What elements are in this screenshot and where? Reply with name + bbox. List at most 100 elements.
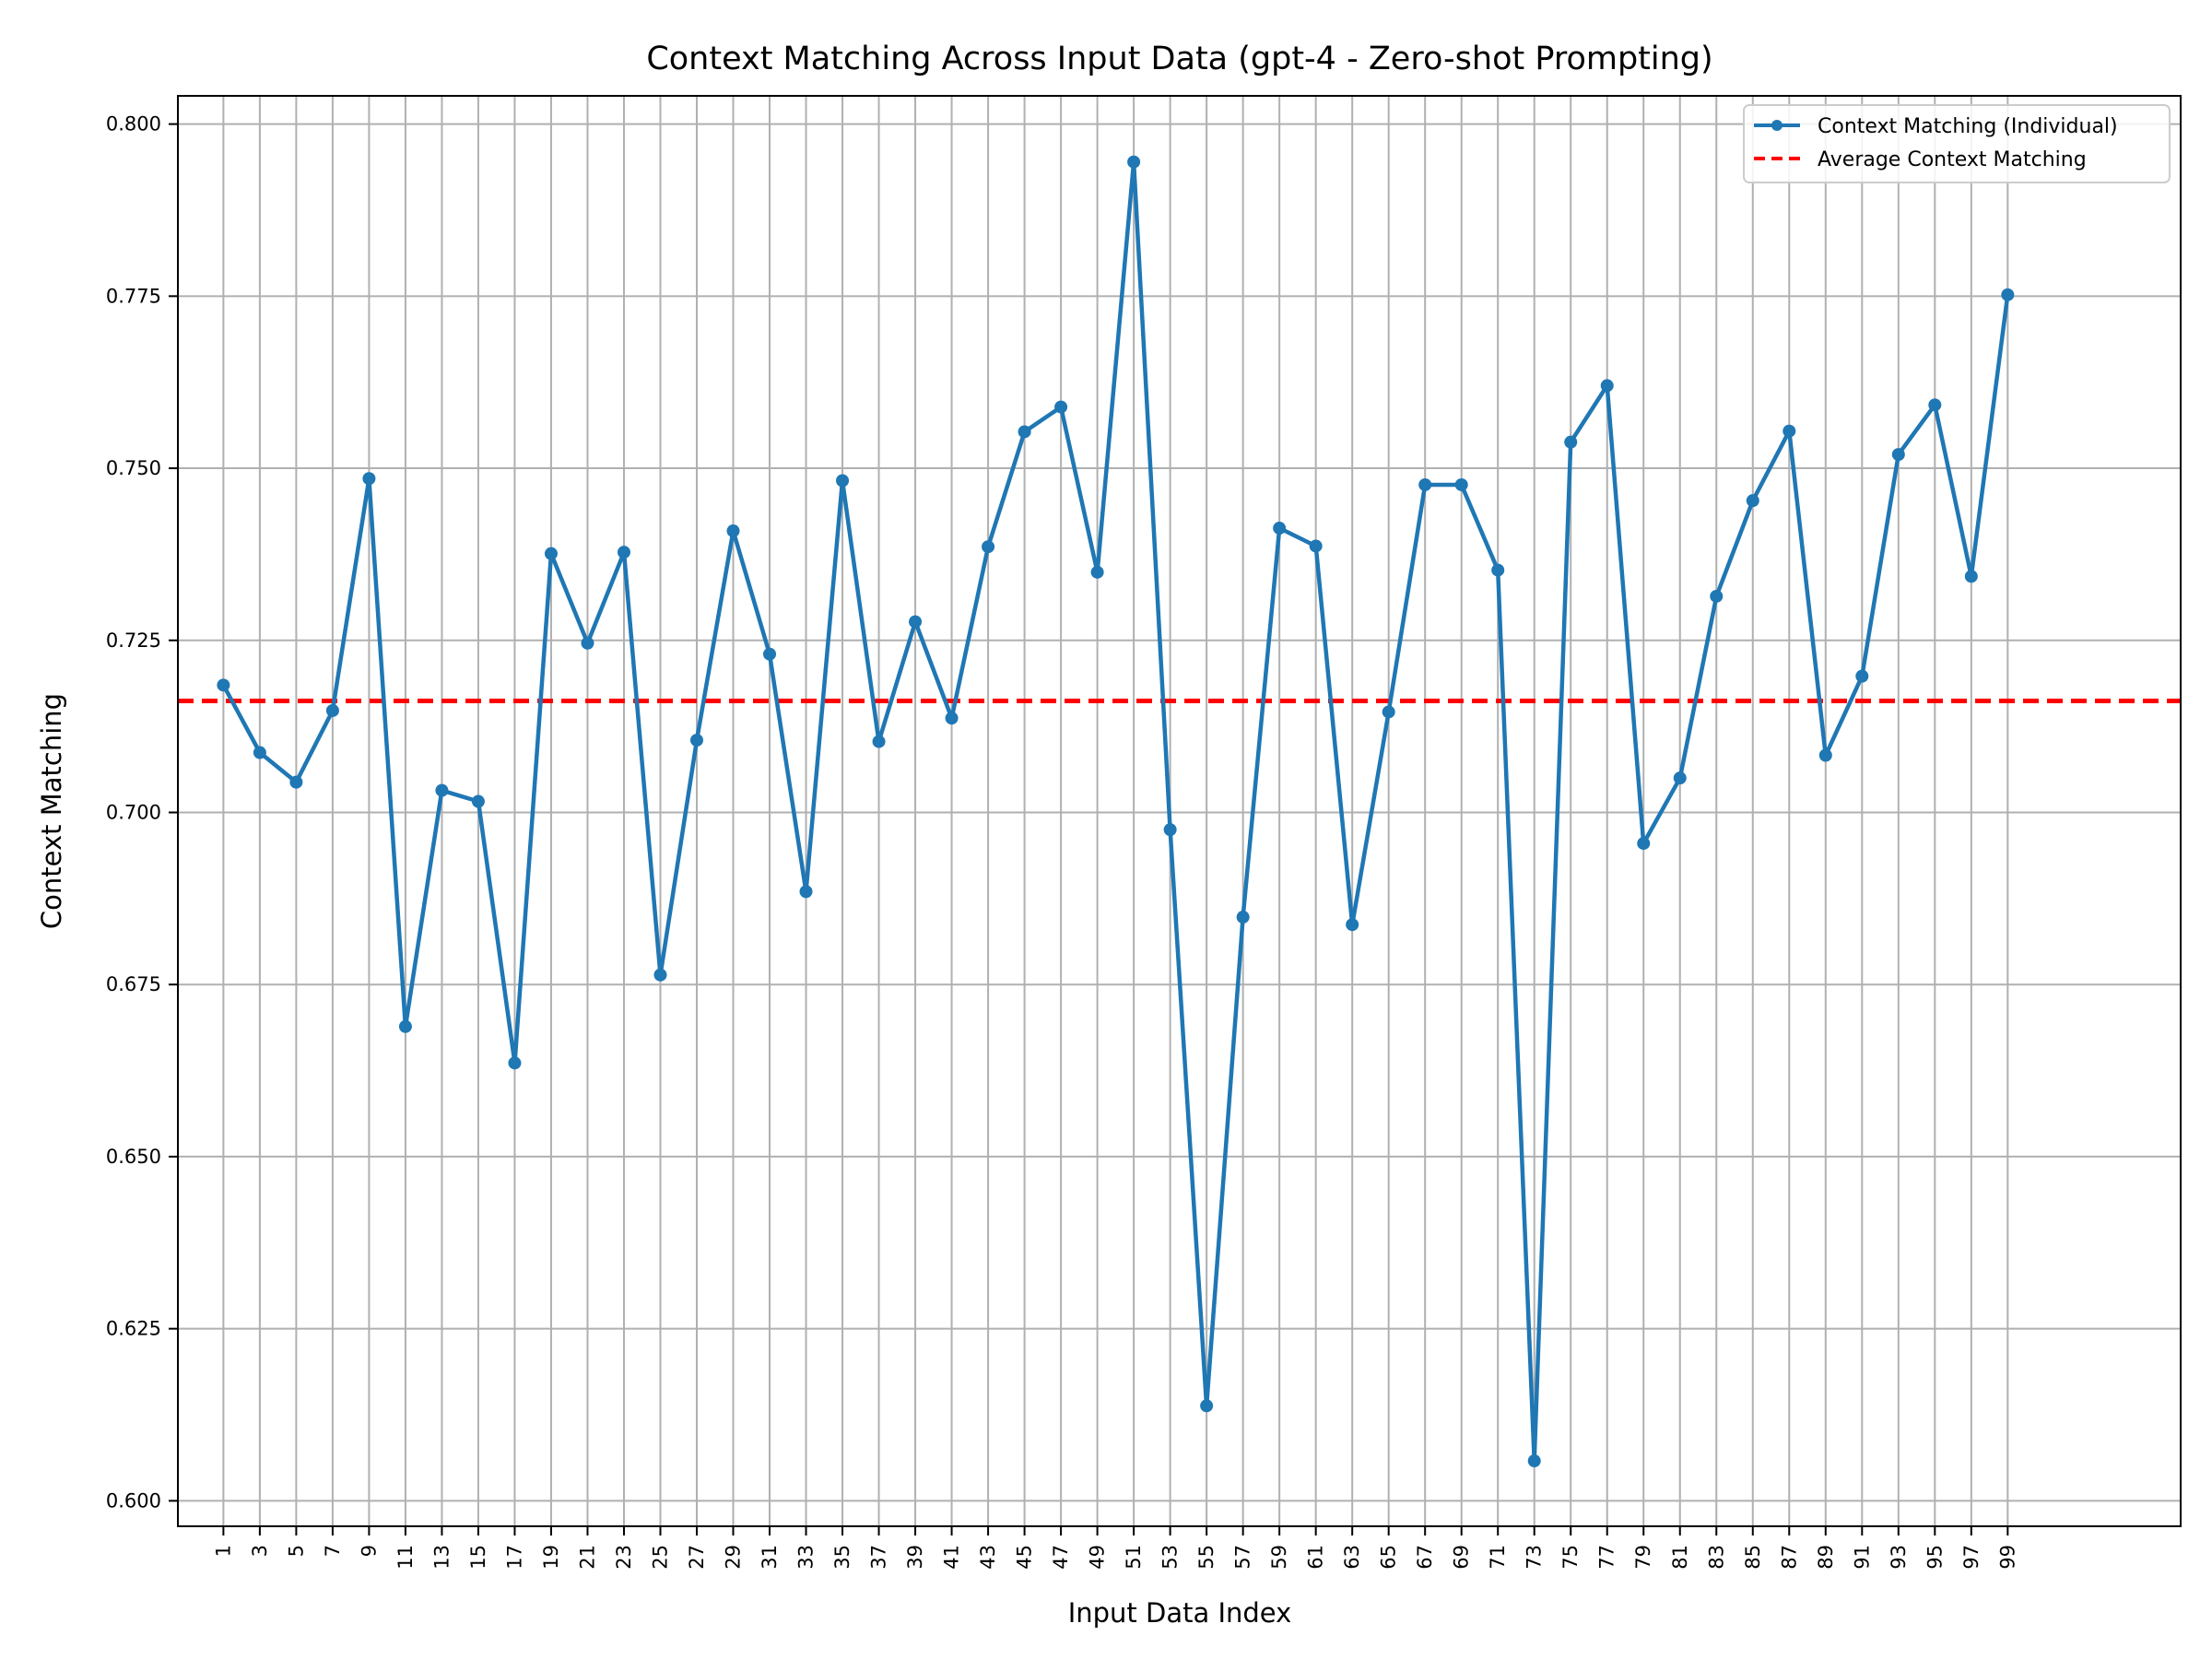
x-tick-label: 21 — [576, 1545, 598, 1570]
data-point — [1200, 1399, 1214, 1413]
data-point — [471, 794, 485, 808]
data-point — [653, 968, 667, 982]
data-point — [1527, 1454, 1541, 1468]
data-point — [217, 678, 230, 692]
data-point — [872, 735, 886, 748]
data-point — [581, 636, 594, 650]
x-tick-label: 55 — [1195, 1545, 1218, 1570]
data-point — [362, 472, 376, 486]
x-tick-label: 37 — [868, 1545, 890, 1570]
data-point — [508, 1056, 522, 1070]
x-tick-label: 75 — [1559, 1545, 1582, 1570]
x-tick-label: 1 — [212, 1545, 234, 1557]
x-tick-label: 73 — [1524, 1545, 1546, 1570]
x-tick-label: 85 — [1742, 1545, 1764, 1570]
grid — [178, 96, 2181, 1526]
x-tick-label: 81 — [1669, 1545, 1691, 1570]
series-layer — [217, 155, 2015, 1468]
x-tick-label: 15 — [467, 1545, 489, 1570]
y-axis-ticks: 0.600 0.625 0.650 0.675 0.700 0.725 0.750 0.775… — [106, 113, 178, 1512]
y-tick-label: 0.775 — [106, 285, 161, 307]
x-tick-label: 65 — [1378, 1545, 1400, 1570]
plot-frame — [177, 95, 2182, 1527]
x-tick-label: 97 — [1960, 1545, 1983, 1570]
x-tick-label: 93 — [1888, 1545, 1910, 1570]
data-point — [1454, 477, 1468, 491]
data-point — [799, 885, 813, 899]
data-point — [2001, 288, 2015, 301]
data-point — [1127, 155, 1141, 169]
x-tick-label: 67 — [1414, 1545, 1436, 1570]
chart-title: Context Matching Across Input Data (gpt-… — [646, 41, 1712, 77]
data-point — [1600, 379, 1614, 393]
y-tick-label: 0.600 — [106, 1489, 161, 1512]
legend-label-average: Average Context Matching — [1818, 148, 2087, 171]
x-tick-label: 41 — [941, 1545, 963, 1570]
data-point — [435, 783, 449, 797]
x-tick-label: 33 — [795, 1545, 818, 1570]
x-tick-label: 23 — [613, 1545, 635, 1570]
y-axis-label: Context Matching — [36, 693, 67, 929]
data-point — [1928, 398, 1942, 412]
x-tick-label: 3 — [249, 1545, 271, 1557]
data-point — [1309, 539, 1323, 553]
y-tick-label: 0.750 — [106, 457, 161, 479]
data-point — [1783, 424, 1796, 438]
data-point — [763, 647, 777, 661]
x-tick-label: 91 — [1851, 1545, 1873, 1570]
data-point — [544, 547, 558, 560]
y-tick-label: 0.650 — [106, 1146, 161, 1168]
x-tick-label: 87 — [1778, 1545, 1800, 1570]
data-point — [1891, 448, 1905, 462]
x-tick-label: 63 — [1341, 1545, 1363, 1570]
x-axis-ticks: 1 3 5 7 9 11 13 15 17 19 21 23 25 27 29 31 33 35 37 39 41 43 4… — [212, 1526, 2018, 1570]
data-point — [1236, 911, 1250, 924]
data-point — [1418, 477, 1432, 491]
x-tick-label: 11 — [394, 1545, 417, 1570]
data-point — [325, 703, 339, 717]
data-point — [836, 474, 850, 488]
data-point — [1746, 494, 1759, 508]
x-tick-label: 83 — [1705, 1545, 1727, 1570]
x-tick-label: 43 — [977, 1545, 999, 1570]
y-tick-label: 0.700 — [106, 801, 161, 823]
data-point — [1673, 771, 1687, 785]
data-point — [1054, 400, 1068, 414]
legend-box — [1743, 104, 2171, 183]
x-tick-label: 95 — [1924, 1545, 1946, 1570]
x-tick-label: 7 — [322, 1545, 344, 1557]
series-line — [221, 159, 2010, 1464]
x-tick-label: 71 — [1487, 1545, 1509, 1570]
data-point — [1090, 565, 1104, 579]
data-point — [398, 1019, 412, 1033]
y-tick-label: 0.625 — [106, 1318, 161, 1340]
x-tick-label: 19 — [540, 1545, 562, 1570]
data-point — [1163, 823, 1177, 837]
x-tick-label: 29 — [723, 1545, 745, 1570]
x-tick-label: 5 — [285, 1545, 307, 1557]
x-tick-label: 47 — [1050, 1545, 1072, 1570]
data-point — [1346, 918, 1359, 932]
legend-series-marker — [1771, 120, 1783, 131]
x-tick-label: 61 — [1305, 1545, 1327, 1570]
data-point — [945, 712, 959, 725]
data-point — [726, 524, 740, 538]
data-point — [982, 540, 995, 554]
data-point — [1855, 669, 1869, 683]
x-tick-label: 51 — [1123, 1545, 1145, 1570]
x-tick-label: 77 — [1596, 1545, 1618, 1570]
data-point — [1382, 705, 1395, 719]
x-tick-label: 79 — [1632, 1545, 1654, 1570]
data-point — [253, 746, 266, 759]
data-point — [1637, 837, 1651, 851]
x-tick-label: 39 — [904, 1545, 926, 1570]
data-point — [1564, 435, 1578, 449]
y-tick-label: 0.800 — [106, 113, 161, 135]
x-tick-label: 31 — [759, 1545, 781, 1570]
x-tick-label: 69 — [1451, 1545, 1473, 1570]
data-point — [1710, 589, 1724, 603]
x-tick-label: 59 — [1268, 1545, 1290, 1570]
data-point — [1018, 425, 1031, 439]
x-tick-label: 35 — [831, 1545, 853, 1570]
